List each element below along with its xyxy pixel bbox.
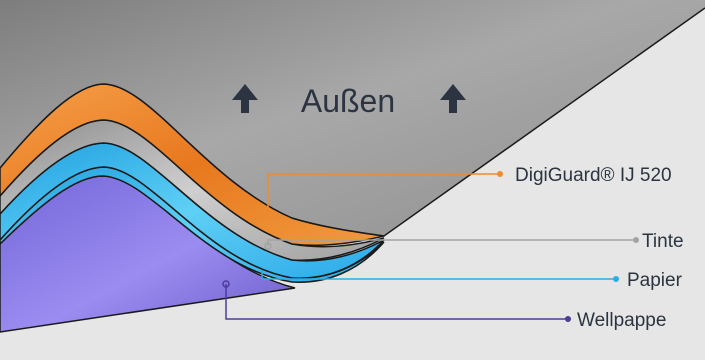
- label-wellpappe: Wellpappe: [577, 310, 666, 331]
- label-digiguard: DigiGuard® IJ 520: [515, 165, 672, 186]
- arrow-up-icon-left: [232, 84, 258, 113]
- callout-digiguard: DigiGuard® IJ 520: [267, 165, 672, 208]
- outside-label: Außen: [301, 83, 395, 119]
- arrow-up-icon-right: [440, 84, 466, 113]
- callout-wellpappe: Wellpappe: [222, 280, 666, 331]
- top-sheet-edge: [0, 7, 705, 237]
- top-sheet: [0, 0, 705, 236]
- callout-papier: Papier: [261, 270, 683, 291]
- label-tinte: Tinte: [642, 231, 684, 252]
- callout-tinte: Tinte: [264, 231, 684, 252]
- label-papier: Papier: [627, 270, 683, 291]
